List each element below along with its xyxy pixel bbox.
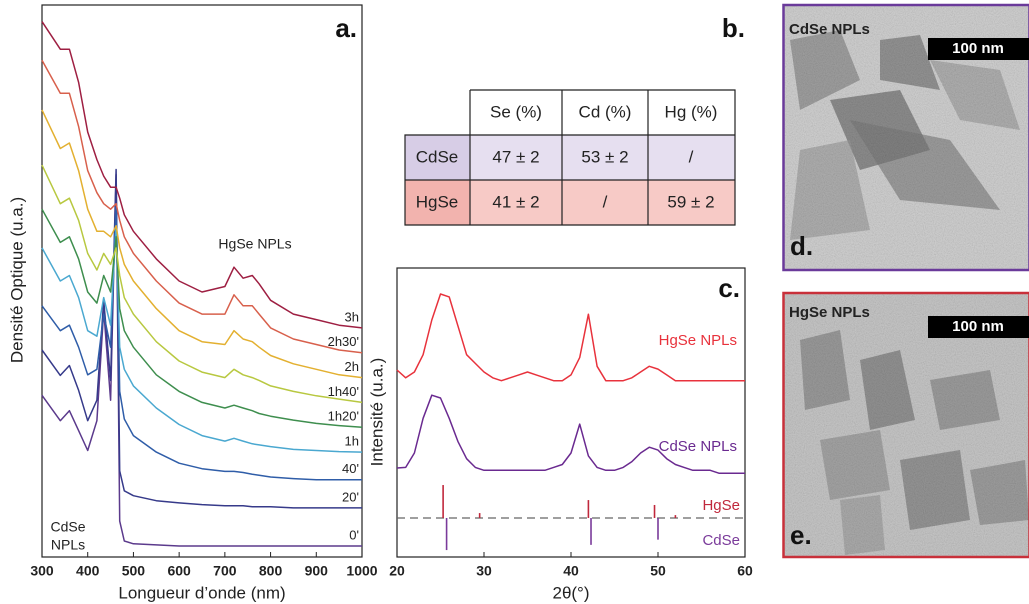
row-bg: [470, 135, 735, 180]
cell: 47 ± 2: [492, 147, 539, 166]
cell: /: [603, 192, 608, 211]
cell: 41 ± 2: [492, 192, 539, 211]
tem-image-d: 100 nm CdSe NPLs d.: [782, 3, 1029, 272]
x-tick-label: 600: [167, 563, 191, 579]
series-line: [396, 394, 745, 474]
x-tick-label: 60: [737, 563, 753, 579]
x-tick-label: 1000: [346, 563, 377, 579]
plot-frame: [396, 267, 746, 558]
series-label: 1h40': [328, 384, 359, 399]
series-line: [41, 202, 362, 481]
table-grid: [404, 89, 736, 226]
composition-table: Se (%) Cd (%) Hg (%) CdSe 47 ± 2 53 ± 2 …: [404, 13, 745, 226]
row-bg: [405, 135, 470, 180]
x-tick-label: 500: [122, 563, 146, 579]
scale-bar-label: 100 nm: [952, 318, 1004, 335]
image-title: CdSe NPLs: [789, 21, 870, 38]
series-line: [41, 59, 363, 354]
header-cell: Se (%): [490, 102, 542, 121]
header-cell: Hg (%): [665, 102, 718, 121]
header-cell: Cd (%): [579, 102, 632, 121]
tem-image-e: 100 nm HgSe NPLs e.: [782, 291, 1029, 559]
series-line: [41, 173, 362, 547]
reference-label: CdSe: [702, 532, 740, 549]
cell: 59 ± 2: [667, 192, 714, 211]
x-tick-label: 400: [76, 563, 100, 579]
x-tick-label: 300: [30, 563, 54, 579]
x-tick-label: 900: [305, 563, 329, 579]
series-label: HgSe NPLs: [659, 332, 737, 349]
x-axis-label: 2θ(°): [552, 583, 589, 602]
series-line: [41, 225, 363, 453]
series-label: 0': [349, 527, 359, 542]
series-line: [41, 21, 363, 329]
x-tick-label: 40: [563, 563, 579, 579]
row-bg: [470, 180, 735, 225]
scale-bar-label: 100 nm: [952, 40, 1004, 57]
x-tick-label: 50: [650, 563, 666, 579]
panel-letter: e.: [790, 520, 812, 550]
series-label: 20': [342, 489, 359, 504]
row-bg: [405, 180, 470, 225]
series-label: 3h: [345, 309, 359, 324]
x-tick-label: 20: [389, 563, 405, 579]
row-label: HgSe: [416, 192, 459, 211]
annotation: NPLs: [51, 537, 85, 553]
series-label: CdSe NPLs: [659, 438, 737, 455]
image-title: HgSe NPLs: [789, 304, 870, 321]
y-axis-label: Densité Optique (u.a.): [7, 197, 26, 363]
cell: /: [689, 147, 694, 166]
annotation: HgSe NPLs: [218, 236, 291, 252]
panel-letter: a.: [335, 13, 357, 43]
series-line: [41, 164, 363, 404]
series-label: 40': [342, 461, 359, 476]
series-label: 2h30': [328, 334, 359, 349]
annotation: CdSe: [50, 519, 85, 535]
panel-letter: d.: [790, 231, 813, 261]
series-line: [41, 109, 363, 379]
series-line: [396, 293, 745, 382]
panel-letter: b.: [722, 13, 745, 43]
series-line: [41, 208, 363, 429]
plot-frame: [41, 4, 363, 558]
series-label: 2h: [345, 359, 359, 374]
series-line: [41, 168, 362, 509]
x-tick-label: 700: [213, 563, 237, 579]
y-axis-label: Intensité (u.a.): [367, 358, 386, 467]
x-tick-label: 800: [259, 563, 283, 579]
x-tick-label: 30: [476, 563, 492, 579]
panel-letter: c.: [718, 273, 740, 303]
series-label: 1h: [345, 434, 359, 449]
cell: 53 ± 2: [581, 147, 628, 166]
x-axis-label: Longueur d’onde (nm): [118, 583, 285, 602]
series-label: 1h20': [328, 409, 359, 424]
row-label: CdSe: [416, 147, 459, 166]
reference-label: HgSe: [702, 497, 740, 514]
